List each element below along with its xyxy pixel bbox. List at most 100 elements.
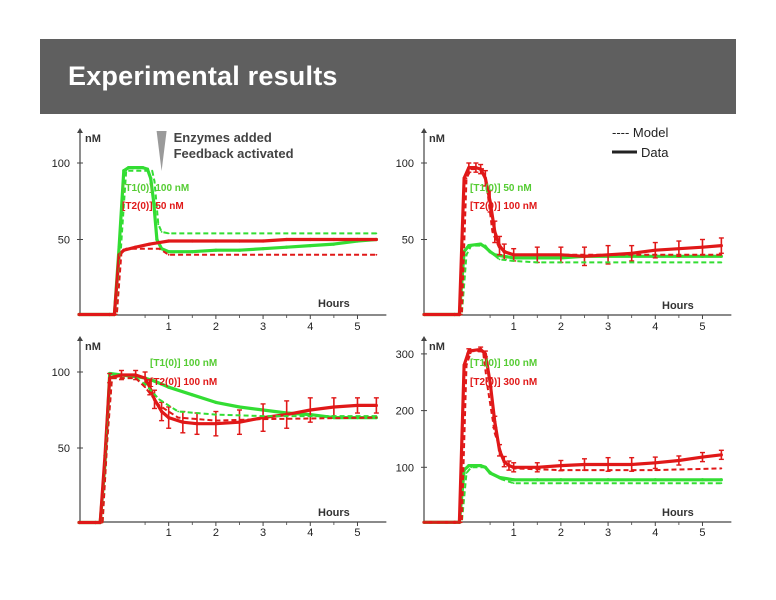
- data-point: [606, 462, 610, 467]
- data-point: [195, 422, 199, 426]
- data-point: [108, 312, 112, 317]
- label-t2: [T2(0)] 50 nM: [122, 201, 184, 212]
- data-point: [630, 462, 634, 467]
- y-tick-label: 100: [396, 462, 414, 474]
- data-point: [160, 247, 164, 251]
- data-point: [719, 244, 723, 248]
- x-tick-label: 4: [307, 527, 313, 539]
- series-t2-model: [424, 350, 722, 524]
- data-point: [493, 420, 497, 424]
- data-point: [181, 420, 185, 424]
- x-axis-label: Hours: [318, 507, 350, 519]
- data-point: [462, 176, 466, 180]
- y-tick-label: 50: [402, 235, 414, 247]
- data-point: [126, 165, 131, 170]
- x-tick-label: 1: [166, 527, 172, 539]
- data-point: [677, 247, 681, 251]
- data-point: [486, 387, 489, 389]
- data-point: [160, 409, 164, 414]
- x-tick-label: 1: [166, 321, 172, 333]
- y-tick-label: 200: [396, 406, 414, 418]
- data-point: [119, 373, 124, 377]
- data-point: [261, 239, 265, 243]
- x-tick-label: 5: [699, 527, 705, 539]
- data-point: [483, 352, 487, 356]
- y-axis-arrow: [77, 336, 83, 341]
- data-point: [535, 465, 539, 469]
- data-point: [125, 247, 128, 250]
- legend-model-label: ---- Model: [612, 125, 668, 140]
- data-point: [606, 478, 610, 482]
- x-tick-label: 3: [260, 321, 266, 333]
- data-point: [167, 232, 170, 235]
- data-point: [158, 247, 161, 250]
- y-tick-label: 100: [52, 367, 70, 379]
- x-tick-label: 2: [558, 527, 564, 539]
- legend: ---- Model Data: [612, 125, 669, 160]
- data-point: [355, 403, 360, 408]
- y-axis-label: nM: [85, 341, 101, 353]
- data-point: [374, 403, 378, 408]
- y-tick-label: 100: [52, 158, 70, 170]
- legend-data-label: Data: [641, 145, 669, 160]
- data-point: [456, 313, 458, 316]
- y-axis-label: nM: [85, 133, 101, 145]
- x-tick-label: 4: [652, 527, 658, 539]
- data-point: [465, 472, 468, 474]
- data-point: [467, 349, 471, 353]
- data-point: [237, 248, 242, 252]
- data-point: [720, 467, 723, 470]
- data-point: [237, 420, 242, 424]
- y-tick-label: 100: [396, 158, 414, 170]
- data-point: [498, 258, 501, 261]
- data-point: [719, 453, 723, 457]
- data-point: [375, 253, 378, 256]
- data-point: [332, 405, 336, 409]
- y-tick-label: 50: [58, 235, 70, 247]
- data-point: [465, 364, 468, 367]
- enzyme-marker: [156, 131, 167, 171]
- x-tick-label: 2: [558, 321, 564, 333]
- data-point: [653, 248, 657, 252]
- data-point: [125, 169, 128, 172]
- x-tick-label: 2: [213, 527, 219, 539]
- data-point: [653, 478, 657, 482]
- data-point: [136, 165, 140, 170]
- data-point: [559, 478, 563, 482]
- series-t2-data: [424, 347, 722, 524]
- label-t2: [T2(0)] 100 nM: [470, 201, 537, 212]
- data-point: [470, 466, 473, 469]
- data-point: [582, 462, 587, 467]
- data-point: [677, 458, 681, 463]
- data-point: [465, 253, 468, 256]
- annotation-text: Enzymes added: [174, 130, 272, 145]
- data-point: [375, 415, 378, 417]
- label-t1: [T1(0)] 50 nM: [470, 183, 532, 194]
- data-point: [151, 169, 154, 172]
- data-point: [131, 165, 135, 170]
- title-banner: Experimental results: [40, 39, 736, 114]
- data-point: [262, 415, 264, 417]
- data-point: [134, 377, 137, 379]
- data-point: [462, 363, 466, 367]
- data-point: [488, 380, 492, 384]
- data-point: [453, 312, 457, 317]
- y-axis-label: nM: [429, 341, 445, 353]
- label-t1: [T1(0)] 100 nM: [470, 358, 537, 369]
- data-point: [261, 247, 265, 251]
- data-point: [460, 521, 463, 524]
- data-point: [308, 408, 312, 412]
- data-point: [374, 237, 378, 242]
- data-point: [654, 469, 657, 472]
- data-point: [470, 168, 473, 171]
- data-point: [190, 250, 194, 254]
- data-point: [148, 242, 152, 246]
- data-point: [456, 521, 458, 524]
- data-point: [117, 245, 121, 249]
- annotation-text: Feedback activated: [174, 146, 294, 161]
- data-point: [607, 469, 609, 472]
- label-t1: [T1(0)] 100 nM: [150, 358, 217, 369]
- data-point: [155, 237, 159, 242]
- x-tick-label: 3: [605, 321, 611, 333]
